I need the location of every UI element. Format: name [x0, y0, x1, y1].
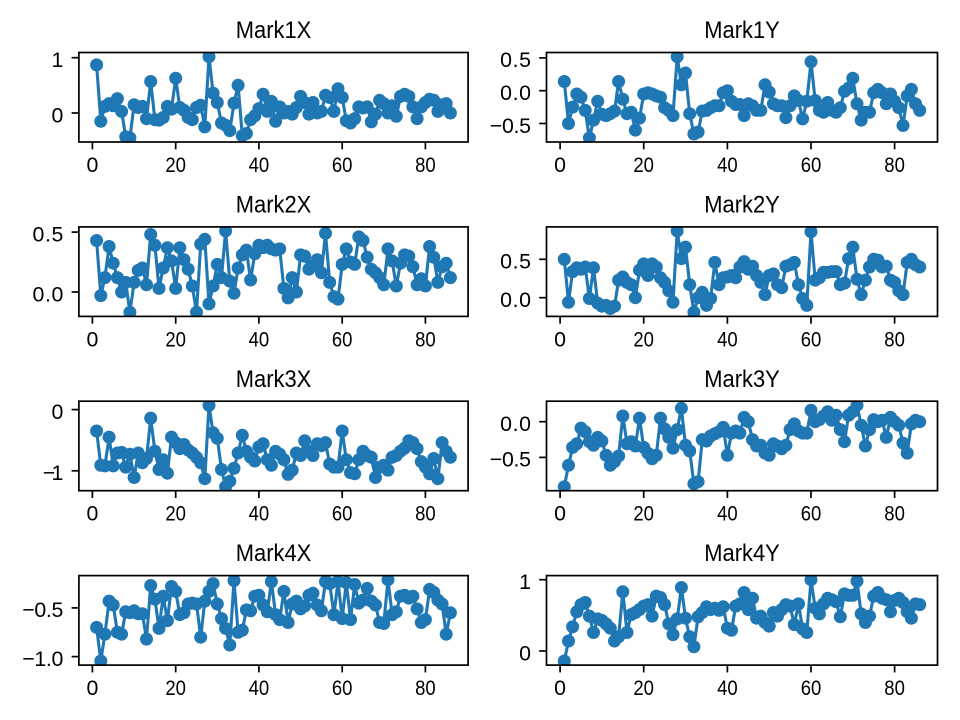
svg-text:20: 20: [633, 676, 654, 700]
svg-text:0: 0: [554, 676, 566, 700]
svg-text:80: 80: [415, 327, 436, 351]
svg-text:60: 60: [332, 327, 353, 351]
svg-text:40: 40: [249, 327, 270, 351]
svg-text:−1.0: −1.0: [22, 647, 63, 671]
svg-text:80: 80: [415, 153, 436, 177]
svg-text:0: 0: [554, 327, 566, 351]
svg-text:0: 0: [52, 103, 64, 127]
svg-text:20: 20: [165, 327, 186, 351]
svg-text:40: 40: [717, 502, 738, 526]
svg-text:60: 60: [332, 676, 353, 700]
svg-text:20: 20: [165, 676, 186, 700]
svg-text:1: 1: [52, 48, 64, 72]
svg-text:80: 80: [884, 327, 905, 351]
svg-text:40: 40: [249, 676, 270, 700]
svg-text:60: 60: [332, 502, 353, 526]
svg-text:20: 20: [165, 153, 186, 177]
svg-text:0: 0: [554, 153, 566, 177]
svg-text:1: 1: [519, 570, 531, 594]
svg-text:Mark1X: Mark1X: [236, 17, 312, 44]
svg-text:−0.5: −0.5: [490, 114, 531, 138]
svg-text:0: 0: [86, 502, 98, 526]
svg-text:40: 40: [717, 153, 738, 177]
svg-text:80: 80: [415, 676, 436, 700]
svg-text:0.5: 0.5: [500, 250, 531, 274]
svg-text:20: 20: [633, 153, 654, 177]
svg-text:Mark3Y: Mark3Y: [704, 366, 780, 393]
svg-text:0.0: 0.0: [500, 412, 531, 436]
svg-text:0: 0: [519, 641, 531, 665]
svg-text:80: 80: [415, 502, 436, 526]
svg-text:Mark2X: Mark2X: [236, 192, 312, 219]
svg-text:0.5: 0.5: [500, 48, 531, 72]
svg-text:0.0: 0.0: [500, 288, 531, 312]
svg-text:80: 80: [884, 502, 905, 526]
svg-text:−1: −1: [43, 461, 64, 485]
svg-text:Mark4Y: Mark4Y: [704, 540, 780, 567]
svg-text:60: 60: [332, 153, 353, 177]
svg-text:20: 20: [633, 327, 654, 351]
svg-text:20: 20: [633, 502, 654, 526]
svg-text:20: 20: [165, 502, 186, 526]
svg-text:Mark3X: Mark3X: [236, 366, 312, 393]
svg-text:0: 0: [86, 676, 98, 700]
svg-text:60: 60: [801, 153, 822, 177]
svg-text:80: 80: [884, 676, 905, 700]
svg-text:80: 80: [884, 153, 905, 177]
svg-text:40: 40: [717, 327, 738, 351]
svg-text:60: 60: [801, 502, 822, 526]
svg-text:40: 40: [717, 676, 738, 700]
svg-text:Mark1Y: Mark1Y: [704, 17, 780, 44]
svg-text:40: 40: [249, 502, 270, 526]
svg-text:−0.5: −0.5: [22, 598, 63, 622]
svg-text:0: 0: [554, 502, 566, 526]
svg-text:0: 0: [52, 400, 64, 424]
svg-text:0.5: 0.5: [33, 222, 64, 246]
svg-text:0.0: 0.0: [500, 81, 531, 105]
svg-text:60: 60: [801, 327, 822, 351]
svg-text:60: 60: [801, 676, 822, 700]
svg-text:0.0: 0.0: [33, 282, 64, 306]
svg-text:Mark4X: Mark4X: [236, 540, 312, 567]
svg-text:0: 0: [86, 153, 98, 177]
svg-text:−0.5: −0.5: [490, 448, 531, 472]
svg-text:Mark2Y: Mark2Y: [704, 192, 780, 219]
svg-text:0: 0: [86, 327, 98, 351]
svg-text:40: 40: [249, 153, 270, 177]
